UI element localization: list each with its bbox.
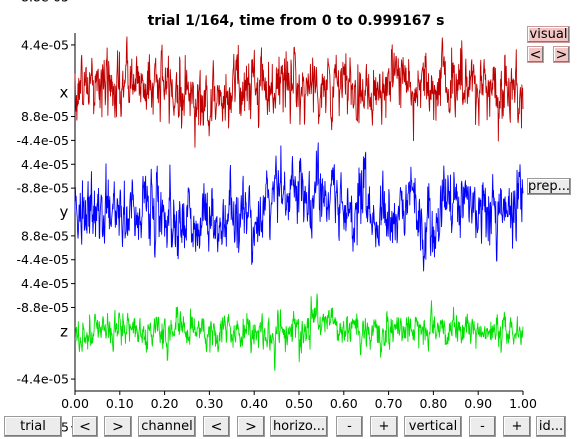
channel-button[interactable]: channel: [138, 416, 196, 437]
trial-prev-button[interactable]: <: [72, 416, 98, 437]
x-tick-label: 0.60: [330, 396, 358, 411]
trial-next-button[interactable]: >: [104, 416, 132, 437]
vertical-zoom-in-button[interactable]: +: [503, 416, 531, 437]
x-tick-label: 0.20: [151, 396, 179, 411]
channel-label: z: [60, 322, 68, 340]
x-tick-label: 0.10: [106, 396, 134, 411]
horizontal-button[interactable]: horizo...: [270, 416, 328, 437]
channel-prev-button[interactable]: <: [203, 416, 230, 437]
y-tick-label: -8.8e-05: [17, 300, 70, 315]
chart-title: trial 1/164, time from 0 to 0.999167 s: [148, 13, 445, 29]
series-line-z: [74, 293, 524, 371]
y-tick-label: -4.4e-05: [17, 133, 70, 148]
next-panel-button[interactable]: >: [553, 46, 570, 63]
visual-button[interactable]: visual: [527, 26, 570, 43]
plot-traces: [74, 36, 524, 371]
y-tick-label: 4.4e-05: [21, 37, 69, 52]
vertical-zoom-out-button[interactable]: -: [469, 416, 496, 437]
x-tick-label: 0.50: [285, 396, 313, 411]
horizontal-zoom-out-button[interactable]: -: [336, 416, 363, 437]
preprocessing-button[interactable]: prep...: [527, 178, 571, 195]
x-tick-label: 0.00: [61, 396, 89, 411]
channel-label: x: [60, 84, 69, 102]
y-tick-label: -4.4e-05: [17, 372, 70, 387]
x-tick-label: 0.90: [464, 396, 492, 411]
x-tick-label: 1.00: [509, 396, 537, 411]
series-line-x: [74, 36, 524, 148]
x-tick-label: 0.30: [195, 396, 223, 411]
horizontal-zoom-in-button[interactable]: +: [370, 416, 398, 437]
x-tick-label: 0.80: [419, 396, 447, 411]
vertical-button[interactable]: vertical: [404, 416, 462, 437]
trial-button[interactable]: trial: [4, 416, 62, 437]
x-tick-label: 0.70: [375, 396, 403, 411]
y-tick-label: 8.8e-05: [21, 228, 69, 243]
y-tick-label: 8.8e-05: [21, 109, 69, 124]
y-tick-label: 4.4e-05: [21, 157, 69, 172]
series-line-y: [74, 142, 524, 272]
channel-next-button[interactable]: >: [237, 416, 265, 437]
y-tick-label: -4.4e-05: [17, 252, 70, 267]
y-tick-label: -8.8e-05: [17, 181, 70, 196]
identify-button[interactable]: id...: [536, 416, 566, 437]
x-tick-label: 0.40: [240, 396, 268, 411]
prev-panel-button[interactable]: <: [527, 46, 544, 63]
y-tick-label: 8.8e-05: [21, 0, 69, 5]
y-tick-label: 4.4e-05: [21, 276, 69, 291]
channel-label: y: [60, 203, 69, 221]
